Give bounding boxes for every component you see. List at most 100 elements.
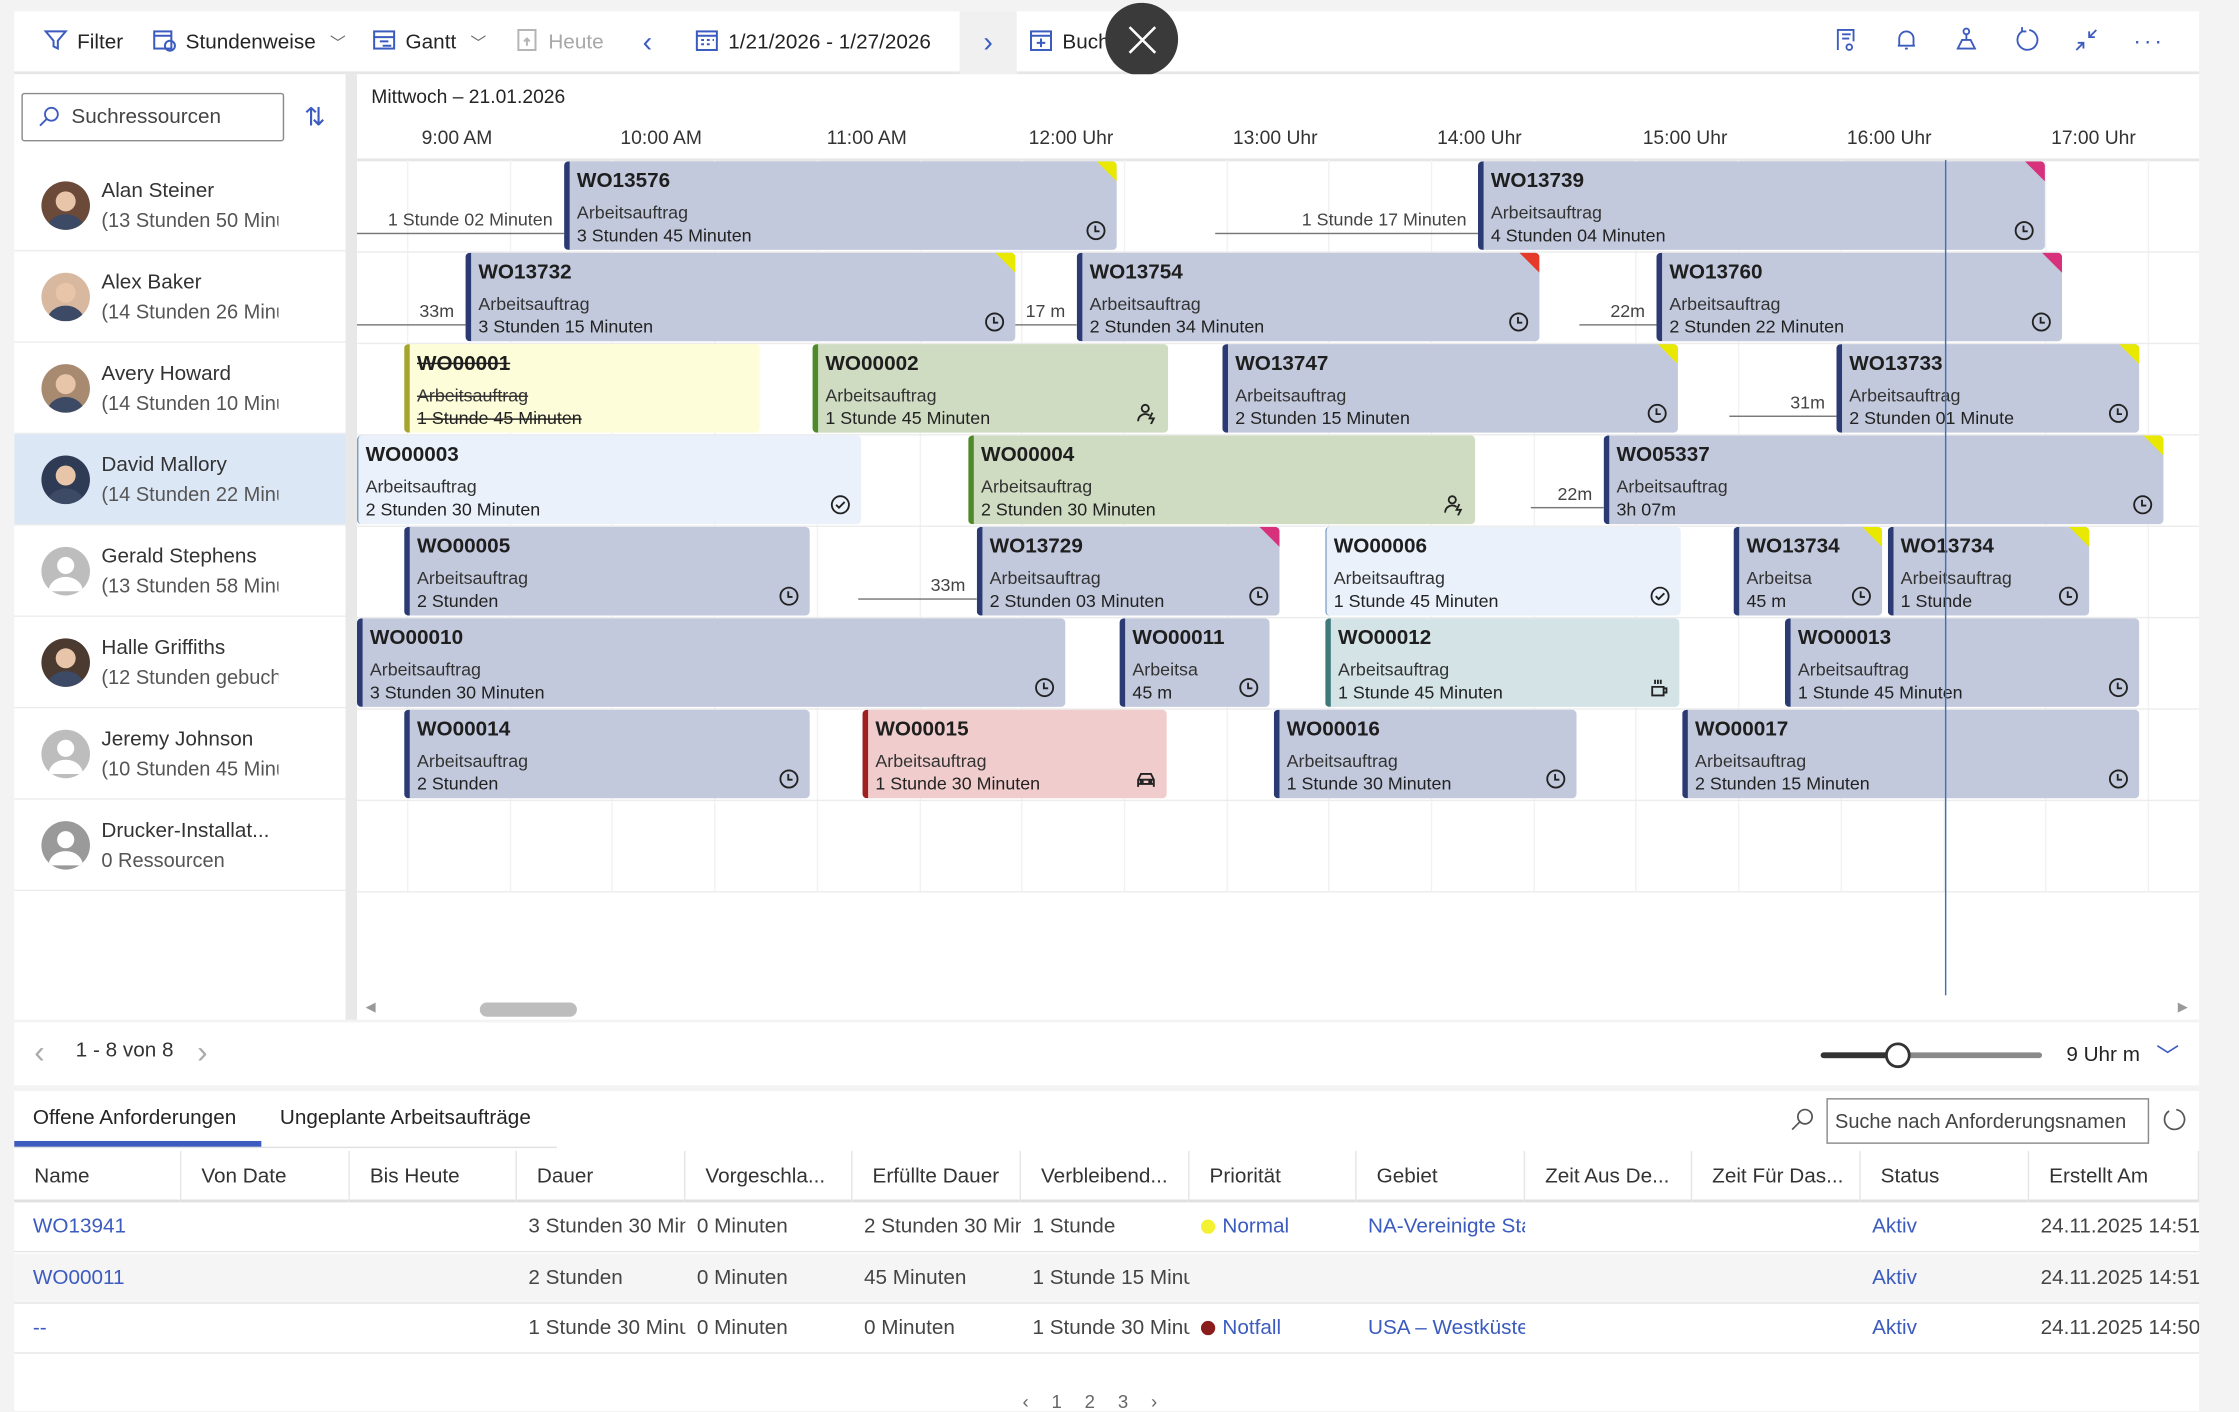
column-header[interactable]: Erfüllte Dauer — [853, 1150, 1022, 1203]
cell-name[interactable]: WO00011 — [33, 1266, 182, 1289]
booking-scheduled[interactable]: WO00013 Arbeitsauftrag 1 Stunde 45 Minuten — [1785, 618, 2140, 707]
booking-scheduled[interactable]: WO13732 Arbeitsauftrag 3 Stunden 15 Minute… — [465, 252, 1016, 342]
booking-scheduled[interactable]: WO00005 Arbeitsauftrag 2 Stunden — [404, 526, 810, 616]
layout-dropdown[interactable]: Gantt ﹀ — [371, 11, 486, 74]
column-header[interactable]: Status — [1861, 1150, 2030, 1203]
booking-scheduled[interactable]: WO00011 Arbeitsa 45 m — [1119, 618, 1270, 707]
cell-status[interactable]: Aktiv — [1872, 1317, 2029, 1340]
booking-scheduled[interactable]: WO13760 Arbeitsauftrag 2 Stunden 22 Minute… — [1656, 252, 2063, 342]
priority-flag — [1862, 526, 1883, 547]
cell-name[interactable]: WO13941 — [33, 1215, 182, 1238]
cell-gebiet[interactable]: NA-Vereinigte Staaten — [1368, 1215, 1525, 1238]
resource-row[interactable]: Halle Griffiths (12 Stunden gebucht) — [14, 617, 346, 709]
booking-in-progress[interactable]: WO00004 Arbeitsauftrag 2 Stunden 30 Minute… — [968, 435, 1476, 525]
notifications-button[interactable] — [1892, 11, 1921, 74]
pager-next[interactable]: › — [1151, 1390, 1181, 1412]
table-row[interactable] — [14, 1253, 2200, 1304]
resource-row[interactable]: David Mallory (14 Stunden 22 Minuten gebu… — [14, 434, 346, 526]
booking-canceled[interactable]: WO00001 Arbeitsauftrag 1 Stunde 45 Minuten — [404, 344, 760, 433]
booking-completed[interactable]: WO00006 Arbeitsauftrag 1 Stunde 45 Minuten — [1325, 526, 1681, 616]
scroll-left-icon[interactable]: ◀ — [365, 999, 376, 1014]
resource-row[interactable]: Avery Howard (14 Stunden 10 Minuten gebuc… — [14, 343, 346, 435]
refresh-button[interactable] — [2012, 11, 2041, 74]
resource-row[interactable]: Jeremy Johnson (10 Stunden 45 Minuten geb… — [14, 708, 346, 800]
booking-scheduled[interactable]: WO13747 Arbeitsauftrag 2 Stunden 15 Minute… — [1222, 344, 1678, 433]
pager-prev[interactable]: ‹ — [1022, 1390, 1052, 1412]
column-header[interactable]: Erstellt Am — [2029, 1150, 2200, 1203]
expand-panel-button[interactable]: ﹀ — [2156, 1037, 2179, 1071]
column-header[interactable]: Gebiet — [1357, 1150, 1526, 1203]
booking-completed[interactable]: WO00003 Arbeitsauftrag 2 Stunden 30 Minute… — [357, 435, 862, 525]
resource-search-input[interactable]: Suchressourcen — [21, 92, 285, 142]
priority-flag — [995, 252, 1016, 273]
column-header[interactable]: Zeit Für Das... — [1692, 1150, 1861, 1203]
previous-range-button[interactable]: ‹ — [643, 11, 653, 74]
tab-unscheduled-work-orders[interactable]: Ungeplante Arbeitsaufträge — [279, 1106, 531, 1130]
cell-status[interactable]: Aktiv — [1872, 1266, 2029, 1289]
booking-scheduled[interactable]: WO13729 Arbeitsauftrag 2 Stunden 03 Minute… — [976, 526, 1280, 616]
table-row[interactable] — [14, 1304, 2200, 1354]
cell-prioritaet[interactable]: Notfall — [1200, 1317, 1357, 1339]
booking-scheduled[interactable]: WO00014 Arbeitsauftrag 2 Stunden — [404, 709, 810, 799]
column-header[interactable]: Dauer — [517, 1150, 686, 1203]
resource-row[interactable]: Alex Baker (14 Stunden 26 Minuten gebucht… — [14, 251, 346, 343]
map-pin-button[interactable] — [1952, 11, 1981, 74]
cell-status[interactable]: Aktiv — [1872, 1215, 2029, 1238]
booking-in-progress[interactable]: WO00002 Arbeitsauftrag 1 Stunde 45 Minuten — [812, 344, 1169, 433]
zoom-slider[interactable] — [1820, 1042, 2043, 1069]
board-settings-button[interactable] — [1832, 11, 1861, 74]
booking-scheduled[interactable]: WO13739 Arbeitsauftrag 4 Stunden 04 Minute… — [1477, 161, 2045, 250]
column-header[interactable]: Zeit Aus De... — [1525, 1150, 1693, 1203]
view-mode-dropdown[interactable]: Stundenweise ﹀ — [151, 11, 346, 74]
resource-row[interactable]: Alan Steiner (13 Stunden 50 Minuten gebuc… — [14, 160, 346, 252]
booking-scheduled[interactable]: WO13734 Arbeitsa 45 m — [1733, 526, 1883, 616]
close-button[interactable] — [1105, 2, 1179, 76]
booking-scheduled[interactable]: WO13754 Arbeitsauftrag 2 Stunden 34 Minute… — [1076, 252, 1540, 342]
pane-splitter[interactable] — [345, 74, 357, 1020]
horizontal-scrollbar[interactable] — [357, 995, 2199, 1018]
scrollbar-thumb[interactable] — [479, 1002, 577, 1017]
cell-name[interactable]: -- — [33, 1317, 182, 1340]
next-range-button[interactable]: › — [959, 11, 1017, 75]
booking-scheduled[interactable]: WO13576 Arbeitsauftrag 3 Stunden 45 Minute… — [564, 161, 1117, 250]
booking-scheduled[interactable]: WO05337 Arbeitsauftrag 3h 07m — [1603, 435, 2164, 525]
filter-button[interactable]: Filter — [43, 11, 123, 74]
scroll-right-icon[interactable]: ▶ — [2177, 999, 2188, 1014]
date-range-picker[interactable]: 1/21/2026 - 1/27/2026 — [694, 11, 931, 74]
column-header[interactable]: Von Date — [181, 1150, 350, 1203]
pager-page[interactable]: 1 — [1051, 1390, 1085, 1412]
today-button[interactable]: Heute — [514, 11, 604, 74]
column-header[interactable]: Verbleibend... — [1021, 1150, 1190, 1203]
booking-scheduled[interactable]: WO00016 Arbeitsauftrag 1 Stunde 30 Minuten — [1273, 709, 1577, 799]
zoom-slider-thumb[interactable] — [1885, 1042, 1912, 1069]
refresh-requirements-button[interactable] — [2161, 1107, 2187, 1140]
erfuellt-text: 45 Minuten — [863, 1265, 967, 1289]
column-header[interactable]: Bis Heute — [350, 1150, 517, 1203]
cell-gebiet[interactable]: USA – Westküste — [1368, 1317, 1525, 1340]
booking-scheduled[interactable]: WO00017 Arbeitsauftrag 2 Stunden 15 Minute… — [1682, 709, 2140, 799]
cell-prioritaet[interactable]: Normal — [1200, 1215, 1357, 1238]
booking-scheduled[interactable]: WO00010 Arbeitsauftrag 3 Stunden 30 Minute… — [357, 618, 1066, 707]
tab-open-requirements[interactable]: Offene Anforderungen — [32, 1106, 237, 1130]
resource-row[interactable]: Drucker-Installat... 0 Ressourcen — [14, 800, 346, 892]
pager-page[interactable]: 2 — [1084, 1390, 1118, 1412]
sort-button[interactable]: ⇅ — [304, 103, 326, 133]
table-row[interactable] — [14, 1202, 2200, 1253]
booking-traveling[interactable]: WO00015 Arbeitsauftrag 1 Stunde 30 Minuten — [862, 709, 1167, 799]
column-header[interactable]: Vorgeschla... — [685, 1150, 853, 1203]
booking-break[interactable]: WO00012 Arbeitsauftrag 1 Stunde 45 Minuten — [1325, 618, 1680, 707]
requirement-search-input[interactable]: Suche nach Anforderungsnamen — [1826, 1098, 2150, 1144]
booking-scheduled[interactable]: WO13734 Arbeitsauftrag 1 Stunde — [1887, 526, 2090, 616]
row-divider — [357, 891, 2200, 893]
resource-row[interactable]: Gerald Stephens (13 Stunden 58 Minuten ge… — [14, 526, 346, 617]
next-page-button[interactable]: › — [197, 1034, 207, 1071]
booking-scheduled[interactable]: WO13733 Arbeitsauftrag 2 Stunden 01 Minute — [1836, 344, 2140, 433]
pager-page[interactable]: 3 — [1117, 1390, 1152, 1412]
previous-page-button[interactable]: ‹ — [34, 1034, 44, 1071]
collapse-button[interactable] — [2072, 11, 2101, 74]
book-button[interactable]: Buch — [1028, 11, 1110, 74]
sort-arrows-icon: ⇅ — [304, 102, 326, 132]
column-header[interactable]: Name — [14, 1150, 182, 1203]
more-options-button[interactable]: ··· — [2133, 11, 2164, 74]
column-header[interactable]: Priorität — [1190, 1150, 1357, 1203]
